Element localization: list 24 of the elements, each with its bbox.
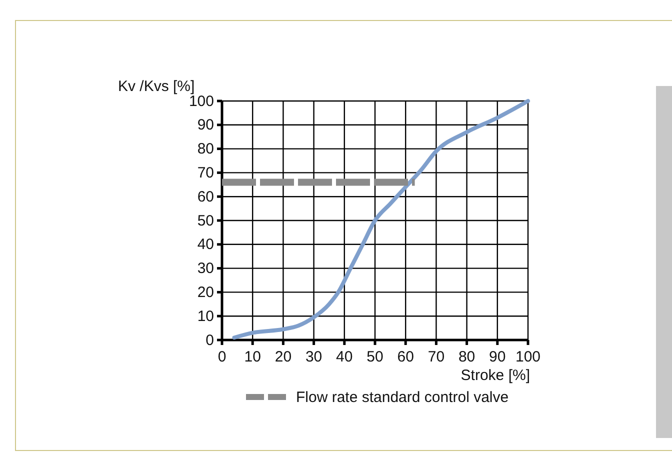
- x-tick-label: 0: [218, 348, 226, 366]
- y-tick-label: 70: [197, 164, 214, 182]
- x-tick-label: 80: [458, 348, 476, 366]
- x-axis-title: Stroke [%]: [460, 367, 530, 384]
- x-tick-label: 10: [244, 348, 261, 366]
- y-tick-label: 60: [197, 188, 214, 206]
- x-tick-label: 70: [428, 348, 445, 366]
- x-tick-label: 50: [366, 348, 384, 366]
- y-tick-label: 80: [197, 140, 214, 158]
- x-tick-label: 20: [274, 348, 292, 366]
- x-tick-label: 30: [305, 348, 322, 366]
- y-tick-label: 10: [197, 308, 214, 325]
- y-tick-label: 30: [197, 260, 214, 278]
- x-tick-label: 60: [397, 348, 414, 366]
- y-tick-label: 40: [197, 236, 214, 254]
- x-tick-label: 90: [489, 348, 506, 366]
- y-tick-label: 90: [197, 116, 214, 134]
- legend-label: Flow rate standard control valve: [296, 389, 509, 406]
- y-tick-label: 50: [197, 212, 214, 230]
- y-tick-label: 20: [197, 284, 214, 301]
- y-axis-title: Kv /Kvs [%]: [118, 78, 195, 95]
- x-tick-label: 40: [336, 348, 353, 366]
- x-tick-label: 100: [515, 348, 541, 366]
- y-tick-label: 0: [206, 332, 214, 349]
